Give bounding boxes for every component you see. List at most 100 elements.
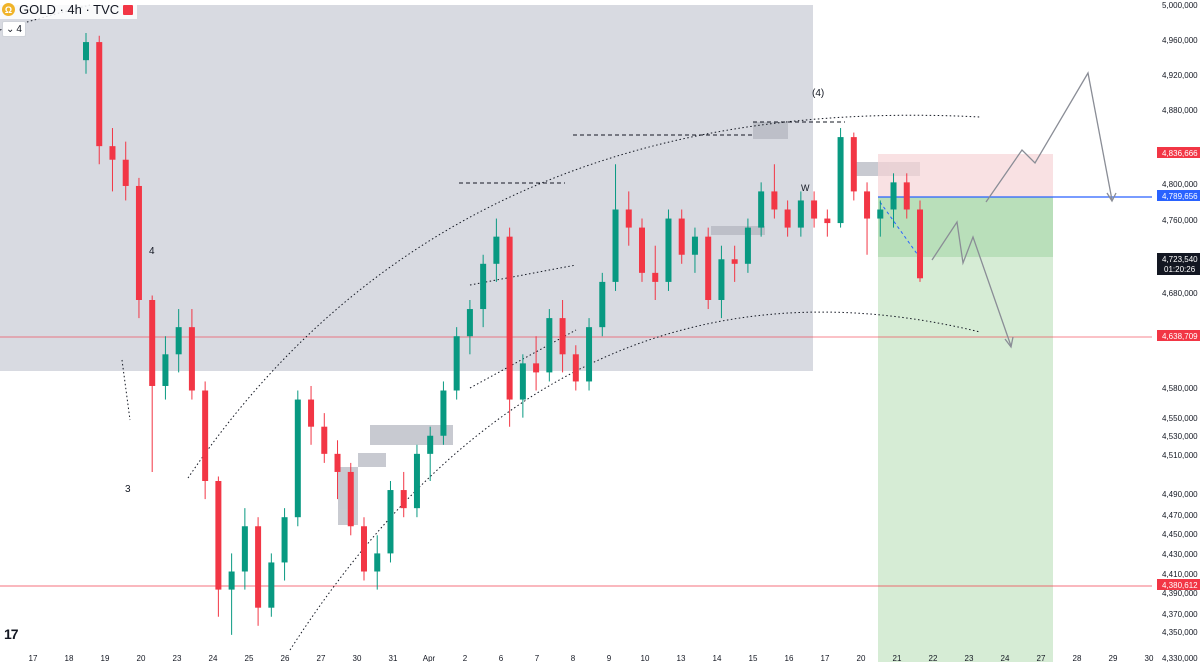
candle-body [519, 363, 526, 400]
candle [294, 390, 301, 527]
candle [361, 517, 367, 581]
candle-body [559, 318, 566, 355]
price-tick-label: 4,470,000 [1162, 511, 1198, 520]
candle [281, 508, 288, 581]
candle [744, 218, 751, 273]
candle [559, 300, 566, 373]
candle-body [347, 471, 354, 527]
time-tick-label: 17 [821, 654, 830, 662]
target-zone [878, 257, 1053, 662]
candle-body [665, 218, 672, 282]
price-tick-label: 4,430,000 [1162, 550, 1198, 559]
candle [321, 413, 328, 463]
candle-body [506, 236, 513, 400]
candle [811, 191, 818, 228]
candle-body [744, 227, 751, 264]
candle [797, 191, 804, 237]
candle [758, 182, 765, 237]
price-tick-label: 4,390,000 [1162, 589, 1198, 598]
price-badge-bg [1157, 330, 1200, 341]
candle-body [228, 571, 235, 590]
time-tick-label: 8 [571, 654, 576, 662]
candle-body [586, 327, 593, 382]
time-tick-label: 15 [749, 654, 758, 662]
symbol-header[interactable]: Ω GOLD · 4h · TVC [0, 0, 138, 19]
candle-body [864, 191, 871, 219]
candle [890, 173, 897, 228]
candle-body [546, 318, 553, 373]
candle [599, 272, 606, 337]
candle-body [612, 209, 619, 282]
candle-body [162, 354, 169, 386]
candle [612, 164, 619, 291]
time-tick-label: 24 [209, 654, 218, 662]
candle-body [811, 200, 818, 219]
price-tick-label: 4,920,000 [1162, 71, 1198, 80]
time-tick-label: 19 [101, 654, 110, 662]
time-tick-label: 30 [1145, 654, 1154, 662]
candle-body [837, 137, 844, 224]
indicator-toggle[interactable]: ⌄ 4 [2, 21, 26, 37]
candle-body [639, 227, 645, 273]
price-tick-label: 4,580,000 [1162, 384, 1198, 393]
candle [639, 218, 645, 282]
candle-body [691, 236, 698, 255]
candle-body [850, 137, 857, 192]
candle-body [718, 259, 725, 300]
candle-body [784, 209, 791, 228]
candle [440, 381, 447, 445]
flag-icon [123, 4, 134, 15]
candle-body [625, 209, 632, 228]
candle-body [797, 200, 804, 228]
candle-body [466, 309, 473, 337]
time-tick-label: 14 [713, 654, 722, 662]
candle-body [149, 300, 156, 386]
price-scale[interactable]: 5,000,000 4,960,000 4,920,000 4,880,000 4,80… [1157, 1, 1200, 662]
time-tick-label: 18 [65, 654, 74, 662]
candles [83, 33, 923, 635]
chevron-down-icon: ⌄ [6, 23, 15, 35]
candle-body [122, 159, 129, 186]
candle [652, 245, 659, 300]
candle-body [771, 191, 778, 210]
candle [162, 336, 169, 400]
candle-body [533, 363, 540, 373]
time-tick-label: 29 [1109, 654, 1118, 662]
candle-body [599, 281, 606, 328]
time-axis[interactable]: 17 18 19 20 23 24 25 26 27 30 31 Apr 2 6 7 8 9 10 13 14 15 16… [29, 654, 1154, 662]
time-tick-label: 10 [641, 654, 650, 662]
time-tick-label: 6 [499, 654, 504, 662]
candle [308, 385, 315, 445]
price-badge-bg [1157, 253, 1200, 275]
price-badge: 4,638,709 [1157, 330, 1200, 341]
wave-label-paren-4: (4) [812, 88, 824, 99]
time-tick-label: 16 [785, 654, 794, 662]
candle [149, 295, 156, 472]
candle-body [890, 182, 897, 210]
time-tick-label: 24 [1001, 654, 1010, 662]
candle [215, 476, 222, 617]
candle [533, 336, 540, 391]
candle [586, 318, 593, 391]
candle-body [361, 526, 367, 572]
candle [96, 35, 103, 165]
candle [122, 141, 129, 201]
time-tick-label: 13 [677, 654, 686, 662]
time-tick-label: 31 [389, 654, 398, 662]
price-badge: 4,836,666 [1157, 147, 1200, 158]
price-tick-label: 4,800,000 [1162, 180, 1198, 189]
time-tick-label: 7 [535, 654, 540, 662]
price-badge: 4,380,612 [1157, 579, 1200, 590]
price-tick-label: 4,330,000 [1162, 654, 1198, 662]
dashed-highs [459, 121, 845, 184]
price-badge-sublabel: 01:20:26 [1164, 265, 1196, 274]
price-badge-label: 4,789,656 [1162, 192, 1198, 201]
time-tick-label: 27 [317, 654, 326, 662]
price-badge-label: 4,638,709 [1162, 332, 1198, 341]
candle [83, 33, 89, 74]
candle-body [241, 526, 248, 572]
candle-body [202, 390, 209, 481]
candle [824, 209, 831, 237]
time-tick-label: 30 [353, 654, 362, 662]
